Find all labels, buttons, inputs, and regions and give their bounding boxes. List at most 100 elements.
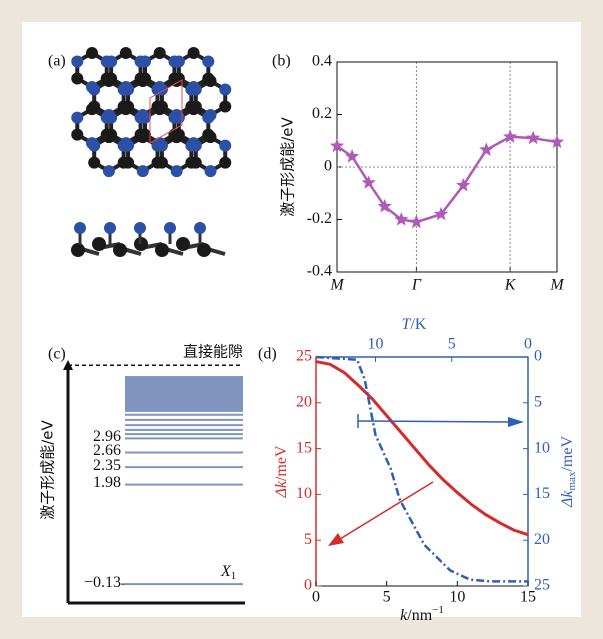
- label-sup: −1: [432, 604, 444, 616]
- atom: [86, 47, 98, 59]
- y2-tick-label: 5: [534, 393, 542, 410]
- x2-tick-label: 10: [367, 336, 383, 353]
- atom: [171, 131, 183, 143]
- x-tick-label: K: [504, 277, 517, 294]
- arrow-blue: [358, 421, 510, 422]
- atom: [154, 103, 166, 115]
- atom: [176, 237, 190, 251]
- atom: [202, 112, 214, 124]
- atom: [154, 47, 166, 59]
- atom: [173, 56, 185, 68]
- y-tick-label: -0.4: [307, 263, 332, 280]
- level-label: 2.96: [93, 428, 121, 445]
- axis-label: Δkmax/meV: [559, 436, 578, 508]
- atom: [205, 165, 217, 177]
- y2-tick-label: 25: [534, 577, 550, 594]
- atom: [71, 73, 83, 85]
- atom: [113, 243, 127, 257]
- x-tick-label: M: [329, 277, 345, 294]
- atom: [164, 222, 176, 234]
- figure: (a) (b)激子形成能/eV-0.4-0.200.20.4MΓKM(c)激子形…: [0, 0, 603, 639]
- x-tick-label: 0: [312, 589, 320, 606]
- x2-tick-label: 0: [524, 336, 532, 353]
- panel-label: (c): [48, 346, 66, 363]
- y-tick-label: 0: [304, 577, 312, 594]
- axis-label: Δk/meV: [273, 445, 290, 498]
- atom: [188, 47, 200, 59]
- label-unit: /meV: [559, 436, 576, 472]
- y2-tick-label: 10: [534, 439, 550, 456]
- atom: [103, 131, 115, 143]
- atom: [219, 157, 231, 169]
- y2-tick-label: 20: [534, 531, 550, 548]
- panel-label: (a): [48, 53, 66, 70]
- atom: [134, 222, 146, 234]
- atom: [155, 243, 169, 257]
- atom: [205, 131, 217, 143]
- y-tick-label: 0.2: [312, 105, 332, 122]
- atom: [188, 103, 200, 115]
- y-tick-label: 20: [296, 393, 312, 410]
- label-unit: /meV: [273, 445, 290, 481]
- atom: [156, 140, 168, 152]
- y-tick-label: -0.2: [307, 210, 332, 227]
- atom: [103, 75, 115, 87]
- page: (a) (b)激子形成能/eV-0.4-0.200.20.4MΓKM(c)激子形…: [0, 0, 603, 639]
- atom: [197, 243, 211, 257]
- x-tick-label: 5: [383, 589, 391, 606]
- atom: [190, 157, 202, 169]
- label-sub: max: [566, 471, 578, 490]
- atom: [156, 157, 168, 169]
- atom: [205, 75, 217, 87]
- label-main: Δk: [559, 490, 576, 508]
- atom: [202, 56, 214, 68]
- atom: [219, 84, 231, 96]
- atom: [173, 112, 185, 124]
- atom: [137, 165, 149, 177]
- atom: [88, 84, 100, 96]
- atom: [139, 112, 151, 124]
- x2-tick-label: 5: [448, 336, 456, 353]
- atom: [137, 131, 149, 143]
- atom: [71, 129, 83, 141]
- atom: [71, 56, 83, 68]
- atom: [122, 84, 134, 96]
- y-tick-label: 0: [324, 158, 332, 175]
- axis-label: k/nm−1: [400, 604, 444, 624]
- atom: [219, 140, 231, 152]
- atom: [122, 157, 134, 169]
- atom: [219, 101, 231, 113]
- atom: [105, 56, 117, 68]
- y-axis-label: 激子形成能/eV: [279, 116, 297, 216]
- label-main: Δk: [273, 480, 290, 498]
- atom: [120, 103, 132, 115]
- y-tick-label: 15: [296, 439, 312, 456]
- x-tick-label: M: [549, 277, 565, 294]
- label-unit: /K: [410, 316, 426, 333]
- atom: [104, 222, 116, 234]
- x-tick-label: Γ: [411, 277, 422, 294]
- gap-label: 直接能隙: [183, 343, 243, 361]
- atom: [103, 165, 115, 177]
- y-tick-label: 25: [296, 348, 312, 365]
- atom: [139, 56, 151, 68]
- y-tick-label: 5: [304, 531, 312, 548]
- y-tick-label: 10: [296, 485, 312, 502]
- x-tick-label: 10: [449, 589, 465, 606]
- atom: [122, 140, 134, 152]
- level-band: [125, 376, 243, 412]
- y2-tick-label: 15: [534, 485, 550, 502]
- atom: [88, 157, 100, 169]
- panel-label: (b): [272, 53, 291, 70]
- atom: [190, 140, 202, 152]
- atom: [105, 112, 117, 124]
- atom: [194, 222, 206, 234]
- atom: [120, 47, 132, 59]
- panel-label: (d): [258, 346, 277, 363]
- atom: [137, 75, 149, 87]
- label-unit: /nm: [407, 607, 432, 624]
- level-label: 1.98: [93, 474, 121, 491]
- atom: [74, 222, 86, 234]
- atom: [86, 103, 98, 115]
- y-axis-label: 激子形成能/eV: [39, 419, 57, 519]
